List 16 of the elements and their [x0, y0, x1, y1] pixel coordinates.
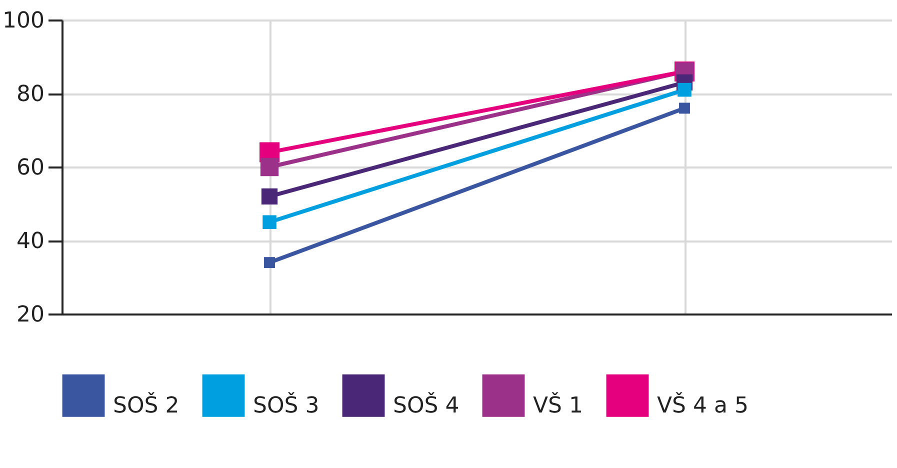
legend-label: VŠ 4 a 5: [657, 392, 748, 419]
legend-label: VŠ 1: [533, 392, 584, 419]
legend-label: SOŠ 3: [253, 392, 320, 419]
point: [260, 158, 279, 176]
y-tick-label: 80: [16, 82, 44, 107]
point: [264, 257, 275, 268]
y-tick-label: 20: [16, 302, 44, 328]
legend-label: SOŠ 4: [393, 392, 460, 419]
point: [679, 102, 690, 114]
legend-label: SOŠ 2: [113, 392, 180, 419]
y-tick-label: 100: [2, 8, 44, 34]
point: [261, 188, 278, 204]
point: [262, 215, 276, 230]
y-tick-label: 40: [16, 229, 44, 254]
point: [678, 82, 692, 97]
y-tick-label: 60: [16, 156, 44, 180]
